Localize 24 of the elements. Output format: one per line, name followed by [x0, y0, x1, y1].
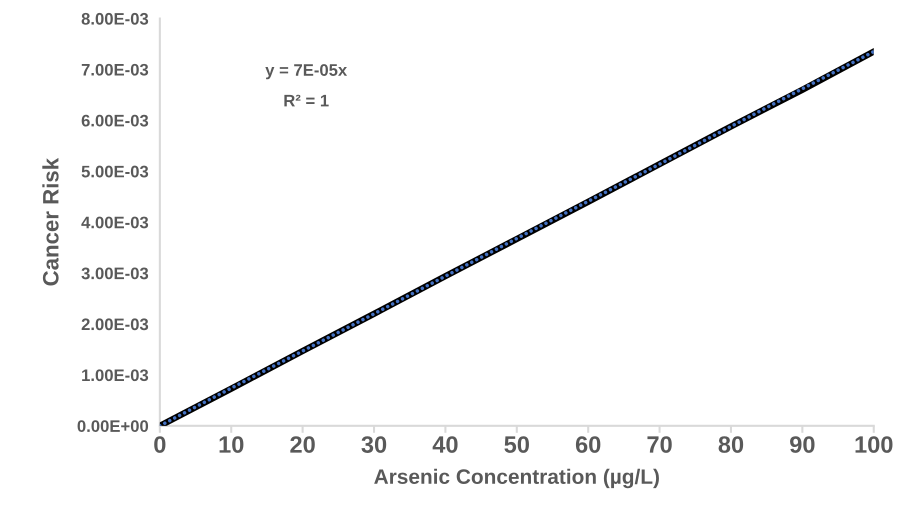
y-tick-label: 7.00E-03	[82, 64, 148, 76]
x-tick-label: 60	[576, 436, 600, 453]
y-tick-label: 2.00E-03	[82, 318, 148, 330]
x-axis-title: Arsenic Concentration (µg/L)	[374, 468, 659, 488]
y-tick-label: 1.00E-03	[82, 369, 148, 382]
x-tick-label: 50	[504, 436, 529, 453]
y-tick-label: 0.00E+00	[78, 420, 148, 432]
x-tick-label: 20	[290, 436, 315, 453]
y-tick-label: 8.00E-03	[82, 12, 148, 25]
y-tick-label: 6.00E-03	[82, 114, 148, 127]
y-tick-label: 5.00E-03	[82, 166, 148, 178]
x-tick-label: 30	[361, 436, 386, 453]
annotation: y = 7E-05x	[265, 64, 348, 80]
annotation: R² = 1	[284, 94, 329, 106]
x-tick-label: 0	[154, 436, 166, 453]
x-tick-label: 40	[432, 436, 458, 453]
x-tick-label: 100	[856, 436, 892, 453]
x-tick-label: 10	[220, 436, 244, 453]
x-tick-label: 70	[647, 436, 672, 453]
y-tick-label: 4.00E-03	[81, 216, 148, 228]
x-tick-label: 90	[790, 436, 815, 453]
y-axis-title: Cancer Risk	[42, 158, 59, 286]
x-tick-label: 80	[718, 436, 744, 453]
y-tick-label: 3.00E-03	[81, 267, 148, 280]
